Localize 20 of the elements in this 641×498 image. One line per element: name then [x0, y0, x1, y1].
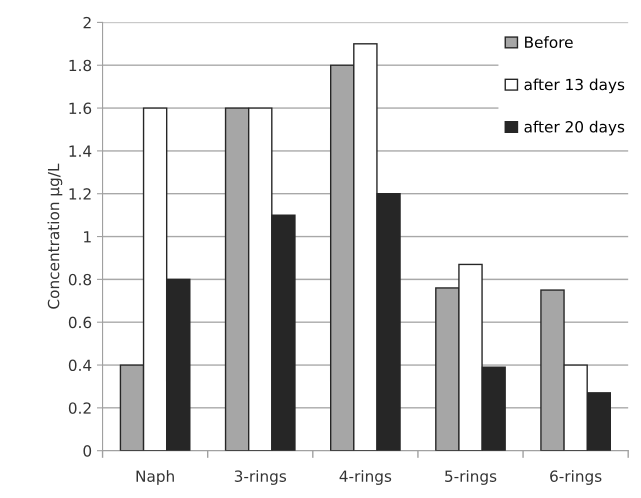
- y-tick-label: 1.8: [70, 60, 92, 72]
- y-tick-label: 0.8: [68, 274, 92, 286]
- y-tick-label: 1.4: [70, 146, 92, 157]
- y-axis-title: Concentration µg/L: [48, 164, 62, 309]
- x-tick-label: 5-rings: [445, 470, 496, 485]
- y-tick-label: 0: [83, 445, 92, 457]
- legend-label: Before: [525, 36, 573, 48]
- y-tick-label: 2: [84, 16, 91, 28]
- x-tick-label: 3-rings: [234, 470, 286, 485]
- y-tick-label: 0.6: [68, 316, 92, 328]
- y-tick-label: 1.2: [70, 188, 91, 200]
- y-tick-label: 1.6: [70, 102, 92, 114]
- legend-label: after 13 days: [524, 78, 624, 94]
- x-tick-label: 6-rings: [550, 470, 602, 485]
- y-tick-label: 0.4: [68, 360, 92, 372]
- x-tick-label: 4-rings: [340, 470, 392, 485]
- y-tick-label: 0.2: [68, 402, 91, 414]
- x-tick-label: Naph: [136, 470, 174, 485]
- y-tick-label: 1: [84, 231, 91, 242]
- legend-label: after 20 days: [524, 120, 624, 136]
